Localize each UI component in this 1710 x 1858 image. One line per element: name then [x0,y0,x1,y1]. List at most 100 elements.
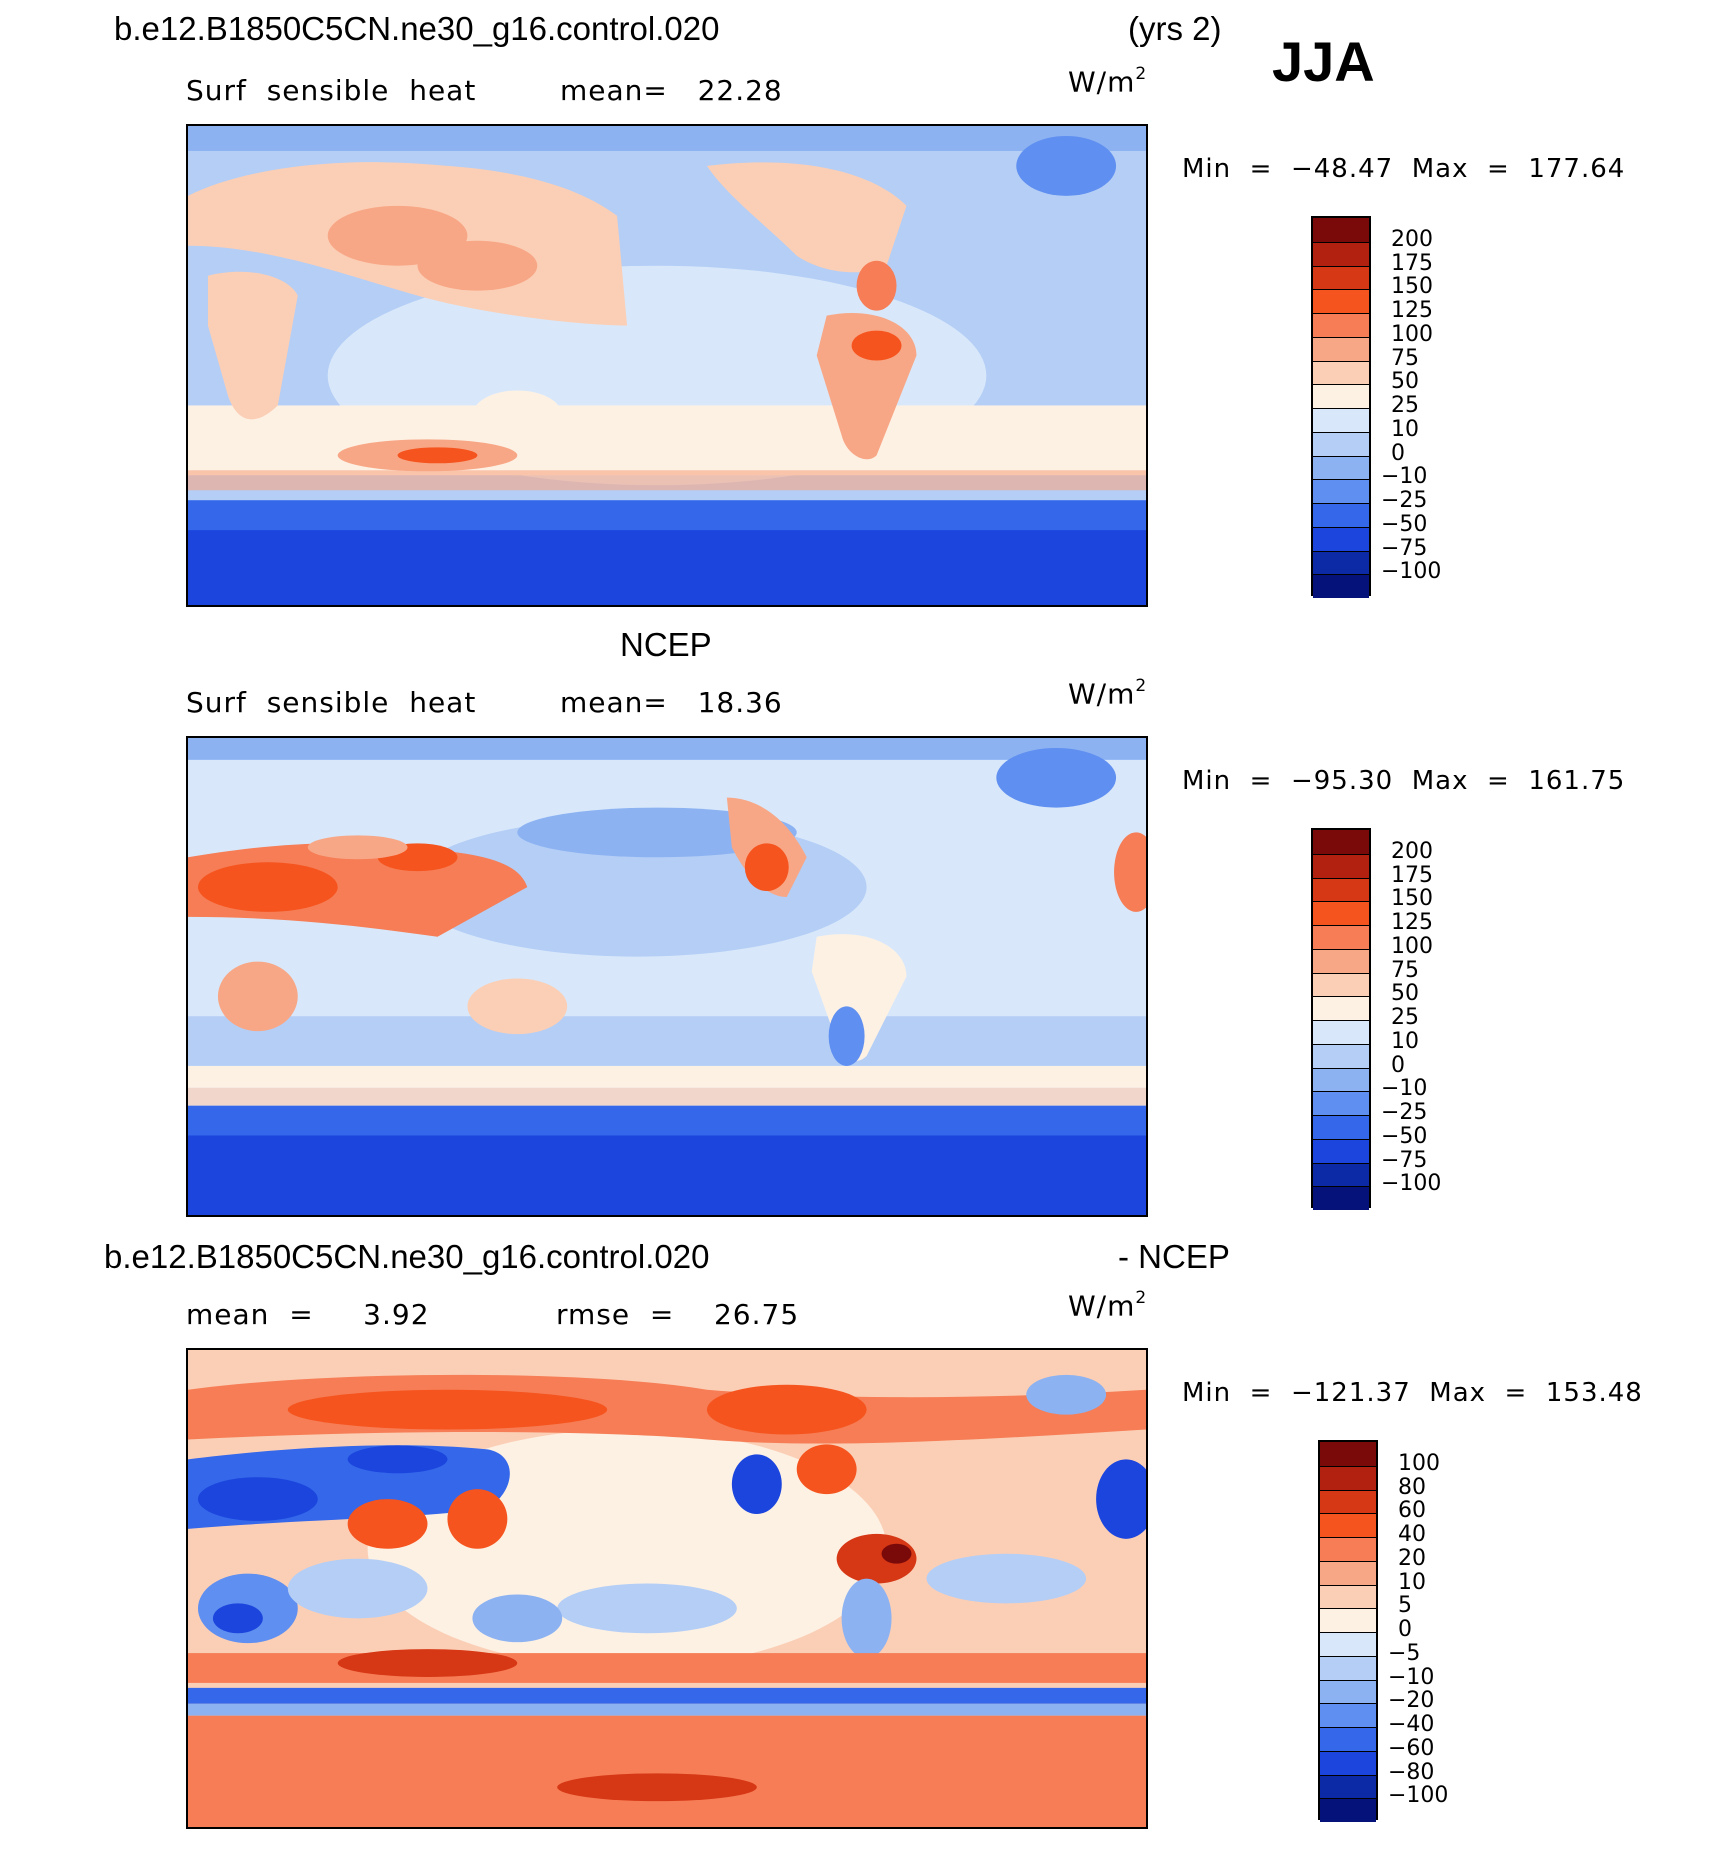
panel3-mean: mean = 3.92 [186,1298,430,1331]
colorbar-cell [1320,1608,1376,1632]
colorbar-cell [1313,925,1369,949]
panel3-minmax: Min = −121.37 Max = 153.48 [1182,1378,1643,1408]
colorbar-cell [1320,1632,1376,1656]
colorbar-tick-label: −100 [1388,1783,1449,1809]
colorbar-cell [1320,1750,1376,1775]
panel1-mean: mean= 22.28 [560,74,783,107]
colorbar-cell [1313,830,1369,854]
colorbar-tick-label: 50 [1391,981,1419,1007]
colorbar-cell [1313,289,1369,313]
colorbar-tick-label: 75 [1391,345,1419,371]
colorbar-tick-label: −40 [1388,1712,1435,1737]
colorbar-cell [1313,1162,1369,1187]
colorbar-cell [1320,1774,1376,1799]
colorbar-tick-label: 40 [1398,1522,1426,1547]
colorbar-tick-label: −10 [1381,464,1428,490]
difference-map-graphic [188,1350,1146,1827]
colorbar-tick-label: 80 [1398,1474,1426,1500]
colorbar-tick-label: 100 [1391,321,1433,347]
colorbar-cell [1313,408,1369,432]
case-title: b.e12.B1850C5CN.ne30_g16.control.020 [114,10,720,47]
colorbar-tick-label: 10 [1391,1028,1419,1054]
colorbar-tick-label: 0 [1391,440,1405,466]
difference-map [186,1348,1148,1829]
colorbar-tick-label: −75 [1381,1147,1428,1173]
colorbar-tick-label: 175 [1391,862,1433,888]
colorbar-tick-label: 200 [1391,838,1433,864]
colorbar-cell [1320,1560,1376,1585]
colorbar-cell [1313,431,1369,456]
colorbar-cell [1320,1679,1376,1704]
colorbar-cell [1313,241,1369,266]
colorbar-cell [1313,901,1369,925]
colorbar-tick-label: 75 [1391,957,1419,983]
colorbar-cell [1313,996,1369,1020]
colorbar-cell [1320,1703,1376,1727]
colorbar-tick-label: −10 [1381,1076,1428,1102]
colorbar-cell [1313,1091,1369,1115]
colorbar-tick-label: −75 [1381,535,1428,561]
colorbar-cell [1313,455,1369,480]
colorbar-tick-label: −25 [1381,1100,1428,1125]
colorbar-cell [1313,313,1369,337]
colorbar-cell [1320,1798,1376,1822]
colorbar-cell [1320,1465,1376,1490]
colorbar-cell [1313,265,1369,290]
panel1-minmax: Min = −48.47 Max = 177.64 [1182,154,1626,184]
colorbar-tick-label: −25 [1381,488,1428,513]
colorbar-cell [1320,1655,1376,1680]
panel1-units: W/m2 [1068,64,1148,99]
colorbar-cell [1313,1186,1369,1210]
panel2-units: W/m2 [1068,676,1148,711]
colorbar-cell [1313,384,1369,408]
colorbar-tick-label: 150 [1391,886,1433,912]
ncep-map [186,736,1148,1217]
colorbar-tick-label: 150 [1391,274,1433,300]
colorbar-cell [1313,574,1369,598]
colorbar-cell [1313,218,1369,242]
colorbar-tick-label: 10 [1391,416,1419,442]
colorbar-cell [1313,360,1369,385]
colorbar-tick-label: 50 [1391,369,1419,395]
colorbar-cell [1313,1138,1369,1163]
colorbar-tick-label: 60 [1398,1498,1426,1524]
colorbar-tick-label: −50 [1381,511,1428,537]
colorbar-tick-label: 100 [1391,933,1433,959]
colorbar-tick-label: −60 [1388,1735,1435,1761]
colorbar-cell [1320,1537,1376,1561]
panel3-units: W/m2 [1068,1288,1148,1323]
colorbar-cell [1313,1043,1369,1068]
colorbar-cell [1320,1442,1376,1466]
colorbar-tick-label: 25 [1391,1005,1419,1030]
colorbar-tick-label: 0 [1391,1052,1405,1078]
colorbar-tick-label: 125 [1391,298,1433,323]
colorbar-tick-label: 200 [1391,226,1433,252]
colorbar-tick-label: −80 [1388,1759,1435,1785]
panel1-variable: Surf sensible heat [186,74,477,107]
colorbar-tick-label: 175 [1391,250,1433,276]
panel2-title: NCEP [620,626,712,663]
ncep-map-graphic [188,738,1146,1215]
colorbar-cell [1313,526,1369,551]
colorbar-tick-label: 0 [1398,1617,1412,1642]
colorbar-cell [1313,336,1369,361]
colorbar-tick-label: 10 [1398,1569,1426,1595]
colorbar-tick-label: −50 [1381,1123,1428,1149]
colorbar-cell [1320,1727,1376,1751]
panel3-rmse: rmse = 26.75 [556,1298,800,1331]
colorbar-tick-label: −100 [1381,559,1442,585]
colorbar-tick-label: 125 [1391,910,1433,935]
colorbar-tick-label: −100 [1381,1171,1442,1197]
panel3-title-right: - NCEP [1118,1238,1230,1275]
colorbar-cell [1313,877,1369,902]
colorbar-tick-label: 20 [1398,1545,1426,1571]
colorbar-cell [1313,503,1369,527]
colorbar-tick-label: −5 [1388,1640,1421,1666]
colorbar-cell [1313,1020,1369,1044]
colorbar-cell [1313,948,1369,973]
panel2-mean: mean= 18.36 [560,686,783,719]
years-label: (yrs 2) [1128,10,1222,47]
panel2-variable: Surf sensible heat [186,686,477,719]
colorbar-cell [1313,1067,1369,1092]
colorbar-cell [1313,853,1369,878]
